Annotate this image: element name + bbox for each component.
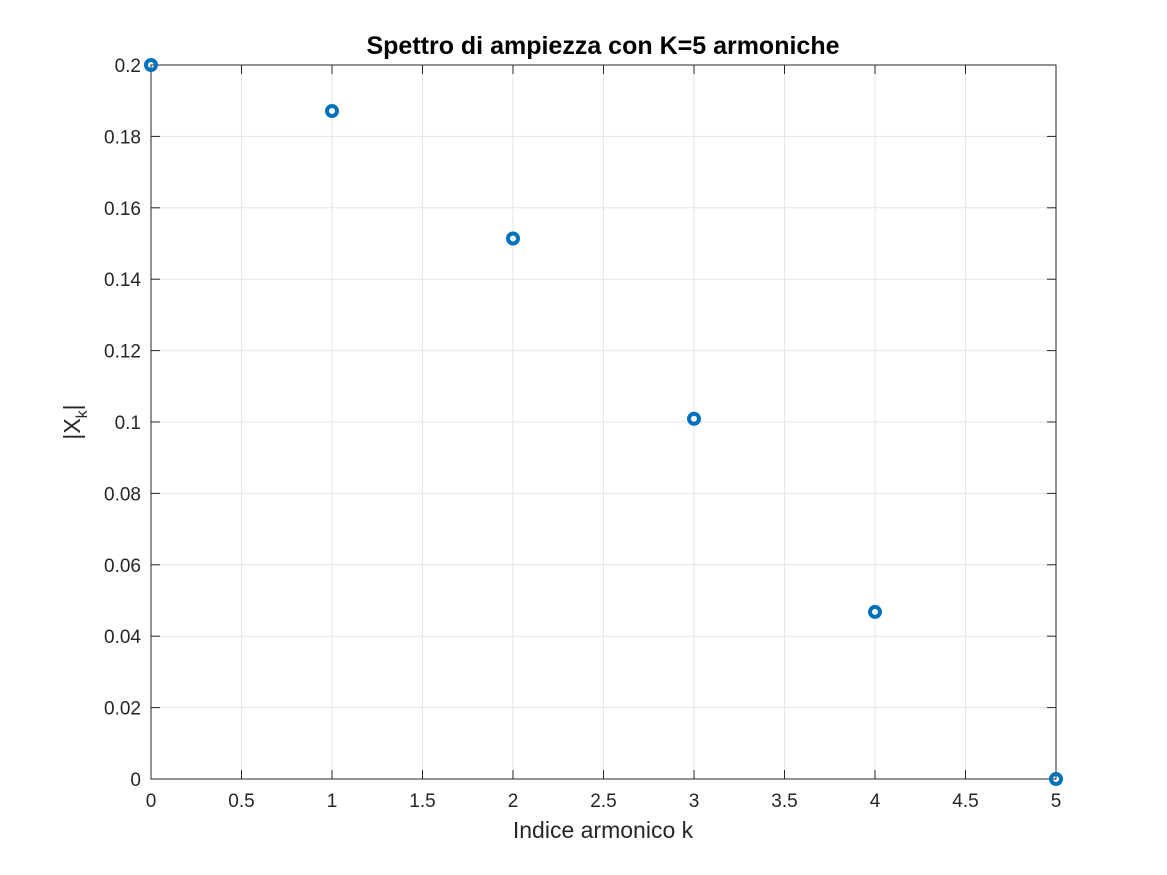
x-tick-label: 1 — [327, 791, 338, 812]
y-tick-label: 0.18 — [104, 127, 141, 148]
y-axis-title-subscript: k — [74, 409, 91, 418]
y-tick-label: 0.04 — [104, 627, 141, 648]
x-tick-label: 5 — [1051, 791, 1062, 812]
x-tick-label: 4.5 — [952, 791, 978, 812]
data-point — [506, 231, 520, 246]
y-tick-label: 0.14 — [104, 270, 141, 291]
data-points — [144, 58, 1063, 786]
x-tick-label: 0 — [146, 791, 157, 812]
y-tick-label: 0 — [130, 770, 141, 791]
x-tick-labels: 0 0.5 1 1.5 2 2.5 3 3.5 4 4.5 5 — [146, 791, 1062, 812]
x-tick-label: 1.5 — [409, 791, 435, 812]
y-tick-labels: 0 0.02 0.04 0.06 0.08 0.1 0.12 0.14 0.16 0.18 0.2 — [104, 56, 141, 791]
x-tick-label: 3.5 — [771, 791, 797, 812]
x-tick-label: 3 — [689, 791, 700, 812]
data-point — [1049, 772, 1063, 786]
data-point — [687, 411, 701, 426]
x-tick-label: 0.5 — [228, 791, 254, 812]
y-axis-title: |Xk| — [59, 404, 91, 439]
x-tick-label: 4 — [870, 791, 881, 812]
y-tick-label: 0.16 — [104, 199, 141, 220]
x-tick-label: 2.5 — [590, 791, 616, 812]
y-tick-label: 0.2 — [115, 56, 141, 77]
y-tick-label: 0.12 — [104, 342, 141, 363]
data-point — [144, 58, 158, 72]
data-point — [868, 604, 882, 619]
y-tick-label: 0.06 — [104, 556, 141, 577]
y-tick-label: 0.1 — [115, 413, 141, 434]
y-tick-label: 0.08 — [104, 484, 141, 505]
y-tick-label: 0.02 — [104, 699, 141, 720]
x-tick-label: 2 — [508, 791, 519, 812]
y-axis-title-base: |X — [59, 418, 85, 439]
chart-title: Spettro di ampiezza con K=5 armoniche — [366, 32, 839, 60]
data-point — [325, 104, 339, 119]
y-axis-title-suffix: | — [59, 404, 85, 410]
x-axis-title: Indice armonico k — [513, 817, 694, 843]
